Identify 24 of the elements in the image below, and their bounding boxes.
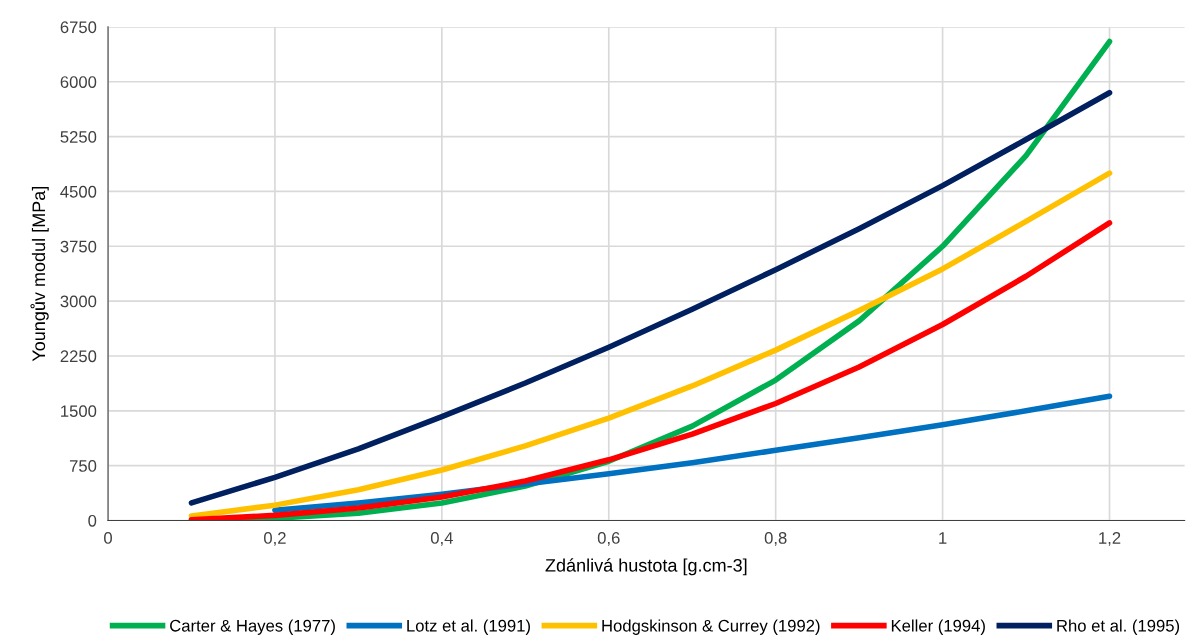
- y-tick-label: 0: [88, 514, 97, 527]
- legend-label: Keller (1994): [891, 619, 985, 635]
- legend-label: Carter & Hayes (1977): [170, 619, 335, 635]
- y-tick-label: 6000: [60, 76, 97, 88]
- y-tick-label: 2250: [60, 350, 97, 363]
- x-tick-label: 0: [104, 532, 112, 544]
- x-tick-label: 0,2: [264, 532, 286, 546]
- y-tick-label: 3000: [60, 295, 97, 308]
- y-tick-label: 3750: [60, 240, 97, 253]
- x-tick-label: 0,6: [597, 532, 620, 546]
- legend-label: Lotz et al. (1991): [407, 619, 530, 635]
- legend-label: Rho et al. (1995): [1057, 619, 1180, 635]
- x-axis-title: Zdánlivá hustota [g.cm-3]: [545, 558, 747, 576]
- x-tick-label: 0,8: [764, 532, 787, 546]
- x-tick-label: 1: [939, 532, 947, 544]
- y-tick-label: 6750: [60, 21, 97, 34]
- y-axis-title: Youngův modul [MPa]: [30, 186, 49, 362]
- y-tick-label: 5250: [60, 131, 97, 143]
- legend-label: Hodgskinson & Currey (1992): [602, 619, 820, 635]
- y-tick-label: 750: [69, 460, 97, 472]
- x-tick-label: 0,4: [430, 532, 453, 546]
- y-tick-label: 1500: [61, 405, 97, 418]
- y-tick-label: 4500: [60, 185, 97, 198]
- x-tick-label: 1,2: [1099, 532, 1121, 546]
